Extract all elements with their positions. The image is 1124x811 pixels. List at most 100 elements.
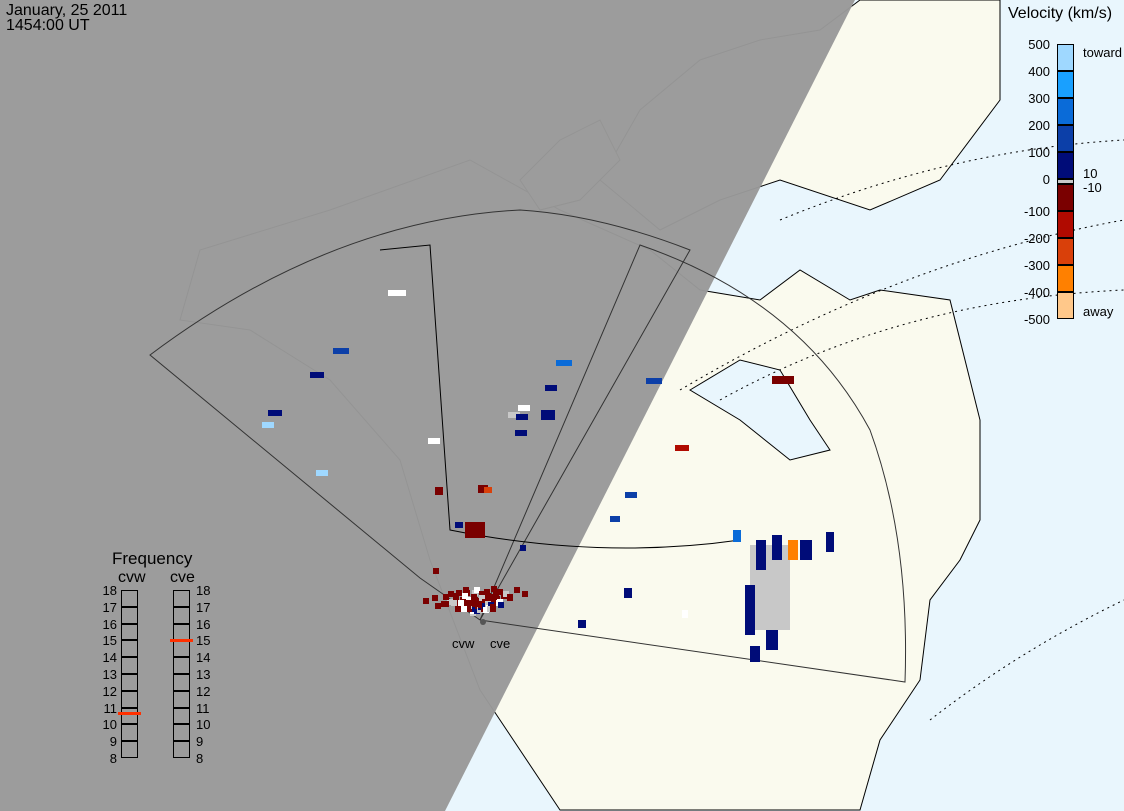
cvw-fov [149, 209, 691, 621]
velocity-cell [486, 597, 492, 603]
colorbar-away-label: away [1083, 304, 1114, 319]
colorbar-gs-lower: -10 [1083, 180, 1102, 195]
frequency-cell [121, 674, 138, 691]
plot-date: January, 25 2011 [6, 2, 128, 19]
colorbar-tick: 300 [1028, 91, 1050, 106]
velocity-cell [508, 412, 520, 418]
colorbar-tick: 500 [1028, 37, 1050, 52]
colorbar-tick: -200 [1023, 231, 1050, 246]
velocity-cell [478, 602, 484, 608]
velocity-cell [471, 594, 477, 600]
velocity-cell [756, 540, 766, 570]
velocity-cell [432, 595, 438, 601]
velocity-cell [448, 591, 454, 597]
colorbar-segment [1057, 265, 1074, 292]
velocity-cell [428, 438, 440, 444]
frequency-tick: 13 [196, 667, 211, 682]
frequency-cell [173, 606, 190, 624]
frequency-tick: 14 [102, 650, 117, 666]
velocity-cell [745, 585, 755, 635]
radar-fields-of-view [149, 209, 907, 683]
velocity-cell [455, 522, 463, 528]
frequency-tick: 11 [103, 700, 118, 716]
velocity-cell [514, 587, 520, 593]
frequency-cell [173, 707, 190, 725]
velocity-cell [610, 516, 620, 522]
velocity-cell [466, 600, 472, 606]
colorbar-segment [1057, 98, 1074, 125]
velocity-cell [435, 603, 441, 609]
frequency-tick: 17 [102, 599, 117, 615]
radar-label-cve: cve [490, 636, 511, 651]
velocity-cell [682, 610, 688, 618]
frequency-cell [173, 741, 190, 758]
frequency-cell [173, 590, 190, 607]
frequency-tick: 9 [109, 734, 117, 750]
velocity-cell [826, 532, 834, 552]
velocity-cell [333, 348, 349, 354]
velocity-cell [423, 598, 429, 604]
plot-time: 1454:00 UT [6, 17, 90, 34]
frequency-cell [173, 724, 190, 742]
velocity-cell [262, 422, 274, 428]
colorbar-segment [1057, 152, 1074, 179]
colorbar-tick: -300 [1023, 258, 1050, 273]
colorbar-gs-upper: 10 [1083, 166, 1098, 181]
velocity-cell [484, 589, 490, 595]
colorbar-tick: 400 [1028, 64, 1050, 79]
velocity-cell [472, 601, 478, 607]
colorbar-tick: -500 [1023, 312, 1050, 327]
frequency-cell [121, 724, 138, 742]
frequency-cell [173, 640, 190, 658]
frequency-cell [173, 657, 190, 674]
velocity-cell [458, 600, 464, 606]
velocity-cell [788, 540, 798, 560]
velocity-cell [453, 593, 459, 599]
velocity-cell [310, 372, 324, 378]
frequency-tick: 8 [109, 751, 117, 766]
frequency-tick: 17 [196, 599, 211, 615]
velocity-cell [268, 410, 282, 416]
colorbar-tick: 0 [1042, 172, 1050, 187]
velocity-cell [497, 589, 503, 595]
velocity-cell [451, 600, 457, 606]
velocity-cell [474, 587, 480, 593]
velocity-cell [491, 586, 497, 592]
velocity-cell [520, 545, 526, 551]
frequency-tick: 16 [196, 616, 211, 632]
velocity-cell [624, 588, 632, 598]
radar-site-marker [480, 619, 486, 625]
velocity-cell [625, 492, 637, 498]
colorbar-tick: -400 [1023, 285, 1050, 300]
velocity-cell [772, 376, 794, 384]
velocity-cell [461, 606, 467, 612]
velocity-cell [443, 594, 449, 600]
velocity-cell [772, 535, 782, 560]
velocity-cell [766, 630, 778, 650]
frequency-tick: 16 [102, 616, 117, 632]
velocity-cell [675, 445, 689, 451]
velocity-cell [515, 430, 527, 436]
velocity-cell [518, 405, 530, 411]
colorbar-tick: -100 [1023, 204, 1050, 219]
frequency-cell [121, 657, 138, 674]
velocity-cell [800, 540, 812, 560]
velocity-cell [733, 530, 741, 542]
frequency-tick: 15 [196, 633, 211, 649]
colorbar-segment [1057, 211, 1074, 238]
velocity-cell [455, 606, 461, 612]
frequency-tick: 9 [196, 734, 204, 750]
velocity-cell [479, 595, 485, 601]
velocity-cell [493, 590, 499, 596]
velocity-cell [462, 593, 468, 599]
frequency-cell [121, 690, 138, 708]
colorbar-segment [1057, 44, 1074, 71]
velocity-cell [541, 410, 555, 420]
frequency-tick: 13 [102, 667, 117, 682]
colorbar-segment [1057, 125, 1074, 152]
velocity-cell [503, 591, 509, 597]
velocity-cell [479, 591, 485, 597]
frequency-tick: 18 [102, 583, 117, 598]
